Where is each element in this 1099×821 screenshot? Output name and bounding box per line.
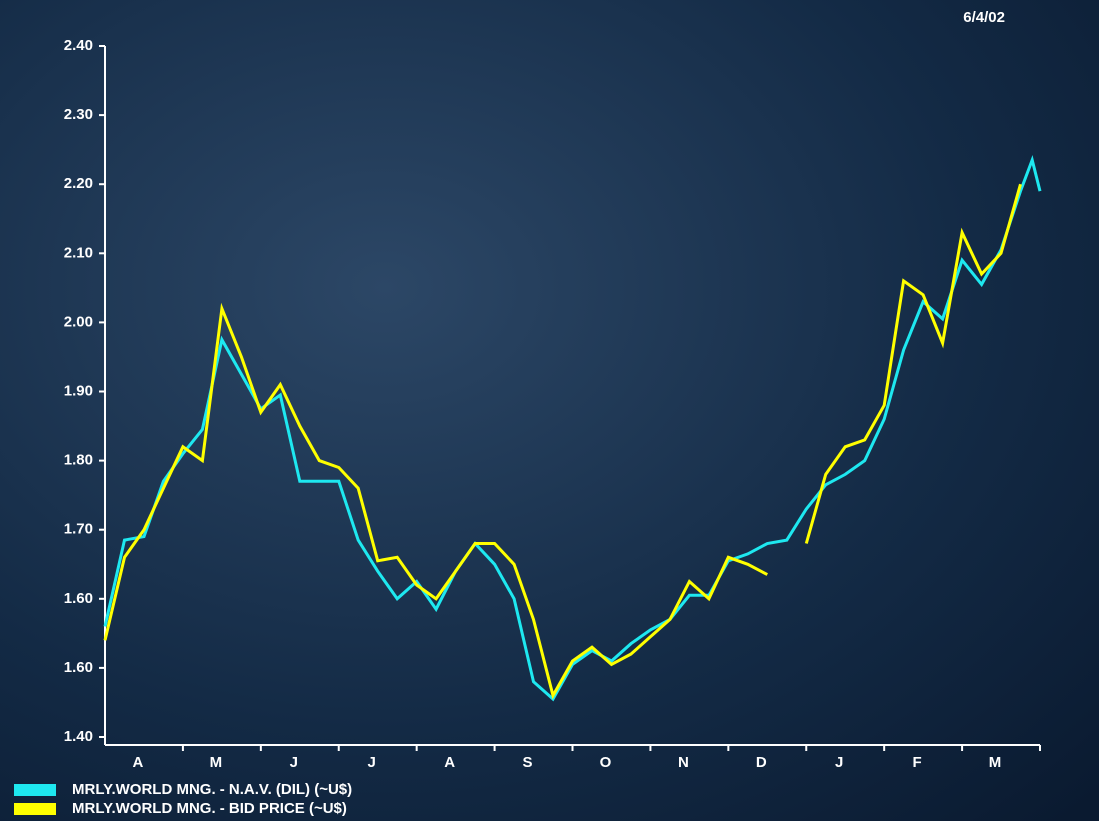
x-tick-label: N <box>678 754 689 771</box>
y-tick-label: 2.00 <box>64 313 93 330</box>
y-tick-label: 1.60 <box>64 659 93 676</box>
y-tick-label: 2.10 <box>64 244 93 261</box>
x-tick-label: J <box>368 754 376 771</box>
x-tick-label: A <box>133 754 144 771</box>
x-tick-label: J <box>290 754 298 771</box>
y-tick-label: 1.80 <box>64 452 93 469</box>
legend-swatch <box>14 784 56 796</box>
legend-swatch <box>14 803 56 815</box>
series-line <box>103 154 1042 702</box>
x-tick-label: S <box>523 754 533 771</box>
y-tick-label: 1.70 <box>64 521 93 538</box>
x-tick-label: D <box>756 754 767 771</box>
x-tick-label: A <box>444 754 455 771</box>
x-tick-label: F <box>913 754 922 771</box>
y-tick-label: 2.20 <box>64 175 93 192</box>
y-tick-label: 1.90 <box>64 382 93 399</box>
date-label: 6/4/02 <box>963 9 1005 26</box>
y-tick-label: 1.40 <box>64 728 93 745</box>
x-tick-label: J <box>835 754 843 771</box>
y-tick-label: 1.60 <box>64 590 93 607</box>
y-tick-label: 2.30 <box>64 106 93 123</box>
legend-label: MRLY.WORLD MNG. - N.A.V. (DIL) (~U$) <box>72 781 352 798</box>
x-tick-label: O <box>600 754 612 771</box>
legend-label: MRLY.WORLD MNG. - BID PRICE (~U$) <box>72 800 347 817</box>
x-tick-label: M <box>210 754 223 771</box>
x-tick-label: M <box>989 754 1002 771</box>
y-tick-label: 2.40 <box>64 37 93 54</box>
